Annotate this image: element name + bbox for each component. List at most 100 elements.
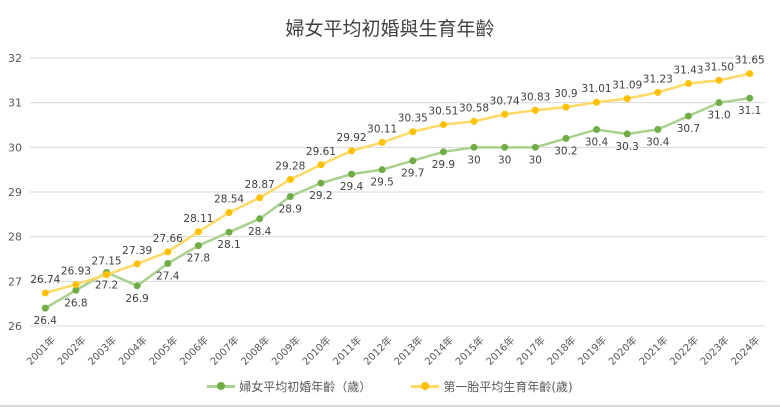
data-point — [41, 289, 49, 297]
data-label: 27.15 — [92, 256, 122, 268]
x-tick-label: 2012年 — [361, 333, 395, 367]
data-label: 27.39 — [122, 245, 152, 257]
data-label: 29.7 — [401, 168, 424, 180]
data-label: 30.3 — [615, 141, 638, 153]
data-point — [715, 76, 723, 84]
x-tick-label: 2017年 — [514, 333, 548, 367]
data-label: 27.2 — [95, 279, 118, 291]
data-label: 27.4 — [156, 270, 180, 282]
data-label: 31.0 — [707, 110, 730, 122]
data-point — [409, 157, 417, 165]
data-point — [715, 99, 723, 107]
data-point — [409, 128, 417, 136]
data-point — [623, 95, 631, 103]
data-point — [256, 215, 264, 223]
data-point — [378, 166, 386, 174]
data-point — [256, 194, 264, 202]
data-point — [501, 143, 509, 151]
x-tick-label: 2011年 — [330, 333, 364, 367]
data-point — [623, 130, 631, 138]
data-point — [593, 125, 601, 133]
y-tick-label: 31 — [8, 97, 22, 110]
data-point — [348, 170, 356, 178]
data-label: 26.74 — [30, 274, 60, 286]
x-tick-label: 2002年 — [54, 333, 88, 367]
data-point — [378, 138, 386, 146]
data-label: 31.09 — [612, 80, 642, 92]
data-point — [225, 209, 233, 217]
legend-item-birth: 第一胎平均生育年齡(歲) — [411, 378, 573, 395]
data-point — [348, 147, 356, 155]
data-point — [72, 286, 80, 294]
data-point — [501, 110, 509, 118]
data-label: 30 — [467, 154, 480, 166]
legend-label: 第一胎平均生育年齡(歲) — [443, 380, 573, 394]
data-label: 30.35 — [398, 113, 428, 125]
data-point — [439, 121, 447, 129]
y-tick-label: 28 — [8, 231, 22, 244]
data-point — [41, 304, 49, 312]
x-tick-label: 2001年 — [24, 333, 58, 367]
data-point — [317, 179, 325, 187]
data-point — [593, 98, 601, 106]
data-point — [684, 112, 692, 120]
data-point — [746, 70, 754, 78]
data-point — [164, 259, 172, 267]
data-point — [684, 79, 692, 87]
data-label: 31.23 — [643, 73, 673, 85]
x-tick-label: 2016年 — [483, 333, 517, 367]
data-point — [470, 143, 478, 151]
x-tick-label: 2009年 — [269, 333, 303, 367]
data-label: 30.51 — [428, 106, 458, 118]
x-tick-label: 2005年 — [146, 333, 180, 367]
x-tick-label: 2008年 — [238, 333, 272, 367]
data-label: 26.4 — [34, 315, 58, 327]
x-tick-label: 2023年 — [697, 333, 731, 367]
data-label: 28.1 — [217, 239, 240, 251]
data-label: 30.4 — [646, 136, 670, 148]
data-label: 31.1 — [738, 105, 761, 117]
data-point — [470, 117, 478, 125]
data-label: 29.5 — [370, 177, 393, 189]
x-tick-label: 2014年 — [422, 333, 456, 367]
data-label: 29.61 — [306, 146, 336, 158]
data-point — [317, 161, 325, 169]
x-tick-label: 2010年 — [299, 333, 333, 367]
y-tick-label: 29 — [8, 186, 22, 199]
data-point — [562, 134, 570, 142]
x-tick-label: 2024年 — [728, 333, 762, 367]
data-label: 30 — [498, 154, 511, 166]
x-tick-label: 2020年 — [606, 333, 640, 367]
data-point — [133, 260, 141, 268]
data-label: 29.92 — [337, 132, 367, 144]
data-point — [562, 103, 570, 111]
data-label: 29.4 — [340, 181, 364, 193]
series-line — [44, 96, 750, 310]
y-tick-label: 30 — [8, 141, 22, 154]
data-label: 30 — [529, 154, 542, 166]
chart-title: 婦女平均初婚與生育年齡 — [285, 18, 495, 40]
data-label: 31.65 — [735, 55, 765, 67]
data-label: 30.4 — [585, 136, 609, 148]
data-point — [286, 175, 294, 183]
data-label: 27.8 — [187, 253, 210, 265]
data-label: 30.74 — [490, 95, 520, 107]
series-line — [44, 72, 750, 295]
data-point — [194, 228, 202, 236]
data-point — [286, 192, 294, 200]
y-tick-label: 27 — [8, 275, 22, 288]
legend: 婦女平均初婚年齡（歲） 第一胎平均生育年齡(歲) — [0, 378, 780, 395]
data-label: 28.54 — [214, 194, 244, 206]
data-label: 31.01 — [582, 83, 612, 95]
data-label: 30.9 — [554, 88, 577, 100]
y-tick-label: 26 — [8, 320, 22, 333]
data-label: 31.50 — [704, 61, 734, 73]
data-point — [72, 280, 80, 288]
data-point — [225, 228, 233, 236]
data-label: 29.2 — [309, 190, 332, 202]
data-point — [103, 271, 111, 279]
data-label: 30.2 — [554, 145, 577, 157]
data-point — [531, 106, 539, 114]
